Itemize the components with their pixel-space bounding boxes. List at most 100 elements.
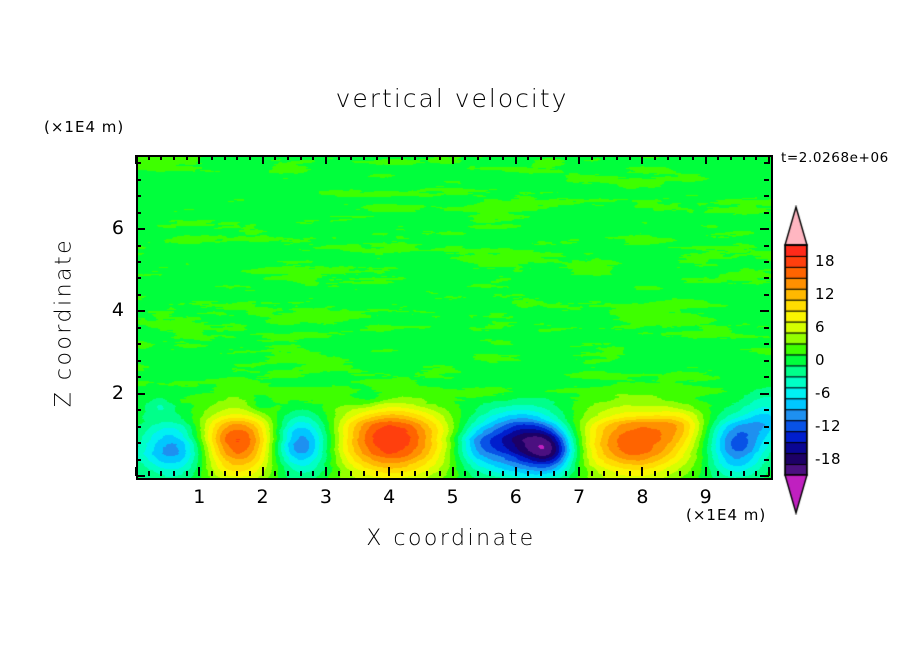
y-tick-mark (136, 409, 141, 412)
y-tick-mark (764, 425, 769, 428)
x-tick-mark (451, 467, 454, 476)
x-tick-mark (717, 155, 720, 160)
y-tick-mark (136, 376, 141, 379)
x-tick-mark (654, 471, 657, 476)
x-tick-mark (198, 467, 201, 476)
y-tick-mark (136, 392, 145, 395)
chart-title: vertical velocity (335, 84, 569, 113)
x-tick-mark (210, 155, 213, 160)
x-tick-mark (514, 467, 517, 476)
x-tick-mark (755, 471, 758, 476)
y-tick-mark (136, 178, 141, 181)
x-tick-mark (185, 155, 188, 160)
x-tick-mark (426, 471, 429, 476)
x-tick-mark (628, 155, 631, 160)
y-tick-label: 6 (111, 217, 124, 240)
x-tick-mark (337, 471, 340, 476)
y-tick-mark (136, 195, 141, 198)
y-tick-mark (136, 343, 141, 346)
x-tick-mark (464, 155, 467, 160)
y-tick-mark (764, 277, 769, 280)
y-tick-mark (760, 228, 769, 231)
y-tick-mark (764, 409, 769, 412)
x-tick-mark (324, 467, 327, 476)
x-tick-mark (502, 471, 505, 476)
x-tick-mark (337, 155, 340, 160)
x-tick-mark (616, 155, 619, 160)
x-tick-mark (172, 471, 175, 476)
y-tick-mark (764, 359, 769, 362)
x-tick-mark (185, 471, 188, 476)
x-tick-mark (223, 155, 226, 160)
y-tick-mark (136, 211, 141, 214)
y-tick-mark (136, 293, 141, 296)
y-tick-mark (136, 162, 141, 165)
y-tick-mark (760, 392, 769, 395)
colorbar-gradient (781, 205, 811, 515)
y-tick-mark (764, 244, 769, 247)
x-tick-mark (210, 471, 213, 476)
colorbar-tick-label: -12 (815, 416, 841, 435)
x-tick-mark (286, 471, 289, 476)
x-tick-label: 8 (636, 486, 649, 508)
x-tick-mark (400, 471, 403, 476)
colorbar-tick-label: -18 (815, 449, 841, 468)
y-tick-mark (764, 442, 769, 445)
x-tick-mark (147, 155, 150, 160)
y-tick-mark (136, 277, 141, 280)
x-tick-mark (704, 467, 707, 476)
x-tick-mark (261, 467, 264, 476)
colorbar-tick-label: 12 (815, 285, 836, 304)
x-tick-mark (438, 155, 441, 160)
x-tick-mark (540, 155, 543, 160)
x-tick-mark (248, 155, 251, 160)
x-tick-mark (730, 155, 733, 160)
x-tick-mark (742, 155, 745, 160)
x-axis-title: X coordinate (366, 526, 536, 551)
x-tick-mark (451, 155, 454, 164)
y-tick-mark (136, 326, 141, 329)
x-tick-mark (552, 155, 555, 160)
x-tick-mark (514, 155, 517, 164)
timestamp-annotation: t=2.0268e+06 (781, 150, 889, 166)
x-tick-mark (641, 155, 644, 164)
x-tick-mark (527, 471, 530, 476)
x-tick-mark (388, 155, 391, 164)
x-tick-mark (438, 471, 441, 476)
x-tick-label: 2 (256, 486, 269, 508)
x-tick-mark (160, 155, 163, 160)
x-tick-mark (312, 471, 315, 476)
x-tick-label: 5 (446, 486, 459, 508)
x-tick-mark (565, 471, 568, 476)
x-tick-mark (730, 471, 733, 476)
x-tick-mark (565, 155, 568, 160)
y-tick-mark (136, 244, 141, 247)
x-tick-mark (286, 155, 289, 160)
x-tick-mark (603, 471, 606, 476)
y-tick-mark (136, 442, 141, 445)
x-tick-mark (590, 471, 593, 476)
colorbar-tick-label: -6 (815, 383, 831, 402)
x-tick-label: 4 (383, 486, 396, 508)
x-tick-mark (476, 471, 479, 476)
y-tick-mark (764, 343, 769, 346)
x-tick-mark (666, 471, 669, 476)
x-tick-mark (540, 471, 543, 476)
x-tick-mark (692, 155, 695, 160)
x-axis-unit-label: (×1E4 m) (686, 506, 767, 524)
x-tick-mark (236, 155, 239, 160)
y-tick-mark (764, 195, 769, 198)
x-tick-mark (312, 155, 315, 160)
y-tick-mark (136, 261, 141, 263)
x-tick-mark (654, 155, 657, 160)
colorbar-tick-label: 18 (815, 252, 836, 271)
x-tick-mark (274, 471, 277, 476)
y-tick-mark (136, 458, 141, 461)
y-tick-mark (136, 475, 145, 477)
y-tick-mark (764, 293, 769, 296)
y-tick-label: 4 (111, 299, 124, 322)
x-tick-mark (147, 471, 150, 476)
x-tick-mark (717, 471, 720, 476)
x-tick-mark (236, 471, 239, 476)
x-tick-mark (679, 155, 682, 160)
